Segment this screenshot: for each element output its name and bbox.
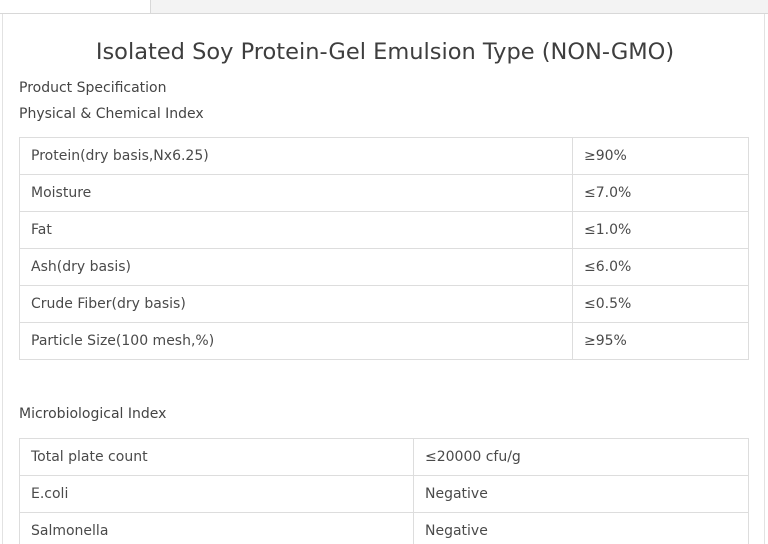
index-name-cell: Particle Size(100 mesh,%) [19, 322, 573, 360]
table-row: Moisture ≤7.0% [19, 174, 749, 212]
physical-heading: Physical & Chemical Index [19, 106, 204, 122]
index-value-cell: ≤0.5% [572, 285, 749, 323]
index-value-cell: ≥90% [572, 137, 749, 175]
physical-chemical-table: Protein(dry basis,Nx6.25) ≥90% Moisture … [19, 137, 749, 360]
microbiological-table: Total plate count ≤20000 cfu/g E.coli Ne… [19, 438, 749, 544]
micro-heading: Microbiological Index [19, 406, 167, 422]
table-row: E.coli Negative [19, 475, 749, 513]
index-name-cell: Moisture [19, 174, 573, 212]
table-row: Crude Fiber(dry basis) ≤0.5% [19, 285, 749, 323]
product-title: Isolated Soy Protein-Gel Emulsion Type (… [95, 39, 675, 65]
table-row: Fat ≤1.0% [19, 211, 749, 249]
index-name-cell: Salmonella [19, 512, 414, 544]
index-value-cell: ≤20000 cfu/g [413, 438, 749, 476]
index-value-cell: ≤1.0% [572, 211, 749, 249]
index-name-cell: Ash(dry basis) [19, 248, 573, 286]
tab-active[interactable] [0, 0, 151, 13]
spec-heading: Product Specification [19, 80, 167, 96]
index-value-cell: ≥95% [572, 322, 749, 360]
index-name-cell: Fat [19, 211, 573, 249]
table-row: Salmonella Negative [19, 512, 749, 544]
tab-strip [0, 0, 768, 14]
table-row: Total plate count ≤20000 cfu/g [19, 438, 749, 476]
index-value-cell: ≤6.0% [572, 248, 749, 286]
index-value-cell: ≤7.0% [572, 174, 749, 212]
index-name-cell: Crude Fiber(dry basis) [19, 285, 573, 323]
index-name-cell: Protein(dry basis,Nx6.25) [19, 137, 573, 175]
index-name-cell: Total plate count [19, 438, 414, 476]
table-row: Ash(dry basis) ≤6.0% [19, 248, 749, 286]
index-name-cell: E.coli [19, 475, 414, 513]
table-row: Particle Size(100 mesh,%) ≥95% [19, 322, 749, 360]
index-value-cell: Negative [413, 512, 749, 544]
index-value-cell: Negative [413, 475, 749, 513]
table-row: Protein(dry basis,Nx6.25) ≥90% [19, 137, 749, 175]
